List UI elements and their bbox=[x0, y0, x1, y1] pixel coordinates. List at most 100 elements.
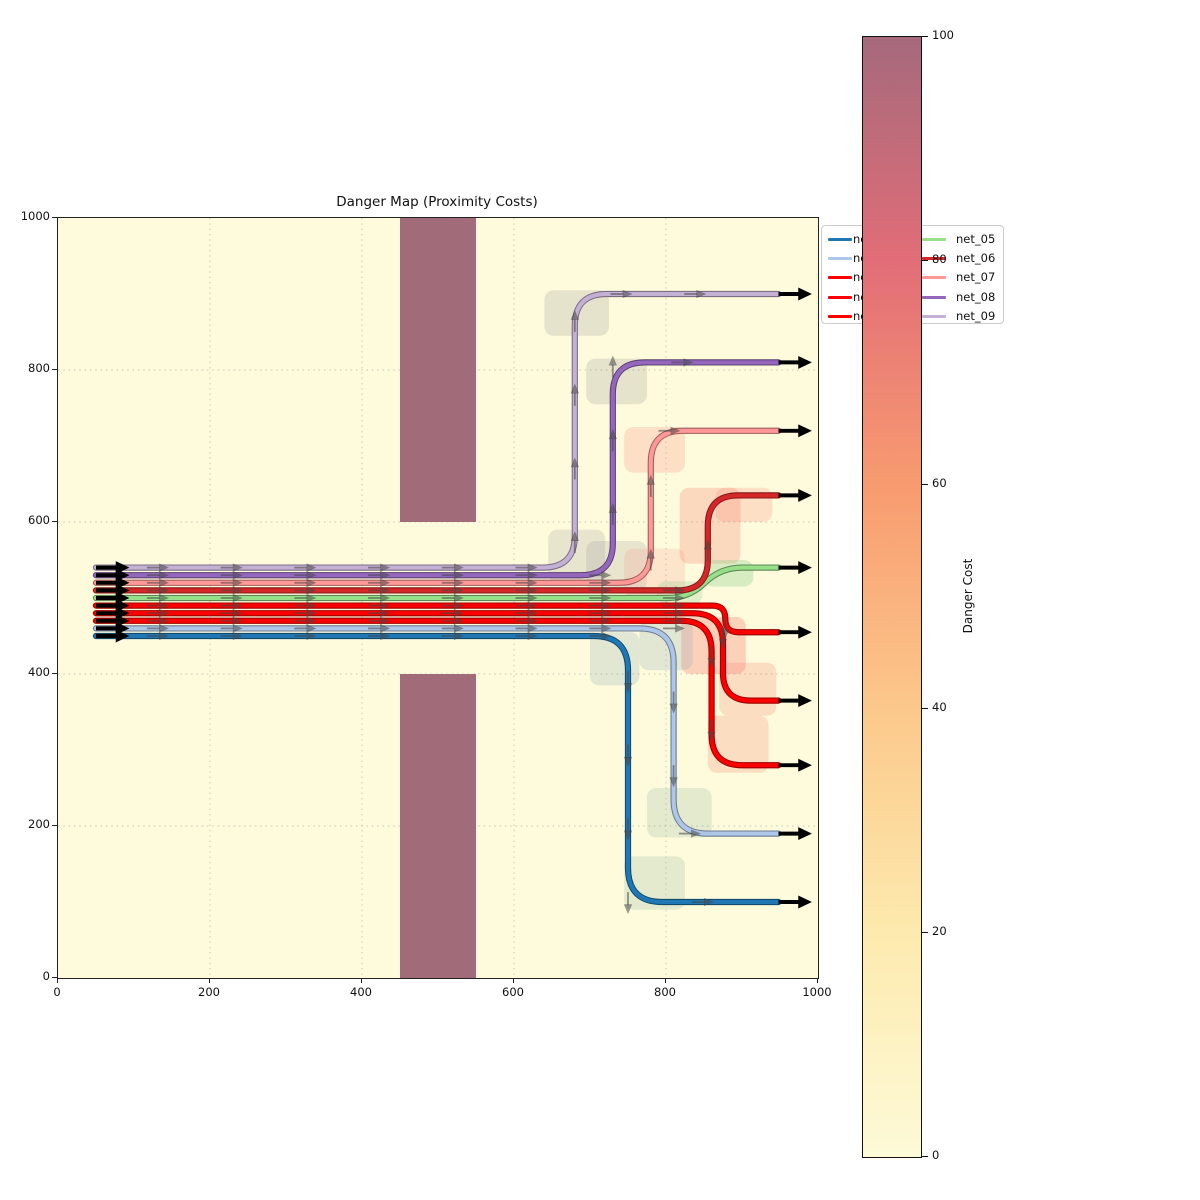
direction-marker-head bbox=[159, 609, 169, 618]
legend-swatch bbox=[828, 314, 852, 318]
colorbar-tick-mark bbox=[921, 36, 928, 37]
direction-marker-head bbox=[159, 578, 169, 587]
net-start-arrow bbox=[96, 568, 130, 582]
direction-marker-head bbox=[601, 586, 612, 595]
net-end-arrow bbox=[778, 561, 812, 575]
direction-marker-head bbox=[159, 624, 169, 633]
legend-swatch bbox=[922, 276, 946, 280]
direction-marker-head bbox=[453, 609, 464, 618]
net-path bbox=[93, 611, 781, 703]
x-tick-label: 600 bbox=[502, 985, 524, 999]
direction-marker-head bbox=[675, 586, 685, 595]
net-start-arrow bbox=[96, 591, 130, 605]
direction-marker-head bbox=[453, 578, 464, 587]
direction-marker-head bbox=[675, 624, 685, 633]
direction-marker-head bbox=[608, 355, 617, 366]
direction-marker-head bbox=[527, 571, 538, 580]
routing-map-svg bbox=[58, 218, 818, 978]
direction-marker-head bbox=[232, 601, 243, 610]
net-start-arrow bbox=[96, 599, 130, 613]
route-corridor-patch bbox=[624, 548, 685, 598]
x-tick-mark bbox=[665, 978, 666, 983]
colorbar-tick-label: 60 bbox=[932, 476, 947, 490]
y-tick-label: 400 bbox=[28, 665, 50, 679]
y-tick-label: 600 bbox=[28, 513, 50, 527]
legend-swatch bbox=[922, 295, 946, 299]
net-start-arrow bbox=[96, 561, 130, 575]
y-tick-mark bbox=[52, 217, 57, 218]
net-start-arrow bbox=[96, 576, 130, 590]
x-tick-mark bbox=[57, 978, 58, 983]
colorbar-tick-mark bbox=[921, 708, 928, 709]
direction-marker-head bbox=[380, 624, 391, 633]
y-tick-mark bbox=[52, 673, 57, 674]
direction-marker-head bbox=[527, 563, 538, 572]
plot-title: Danger Map (Proximity Costs) bbox=[336, 194, 538, 210]
direction-marker-head bbox=[601, 571, 612, 580]
legend-label: net_07 bbox=[956, 270, 996, 285]
net-start-arrow bbox=[96, 621, 130, 635]
direction-marker-head bbox=[306, 563, 317, 572]
net-end-arrow bbox=[778, 424, 812, 438]
direction-marker-head bbox=[380, 601, 391, 610]
colorbar-tick-label: 0 bbox=[932, 1148, 940, 1162]
direction-marker-head bbox=[622, 289, 633, 299]
x-tick-label: 800 bbox=[654, 985, 676, 999]
direction-marker-head bbox=[453, 571, 464, 580]
direction-marker-head bbox=[646, 474, 655, 485]
direction-marker-head bbox=[527, 601, 538, 610]
direction-marker-head bbox=[601, 616, 612, 625]
net-start-arrow bbox=[96, 606, 130, 620]
direction-marker-head bbox=[608, 503, 617, 513]
direction-marker-head bbox=[232, 563, 243, 572]
direction-marker-head bbox=[159, 563, 169, 572]
direction-marker-head bbox=[232, 616, 243, 625]
direction-marker-head bbox=[704, 897, 714, 907]
y-tick-mark bbox=[52, 521, 57, 522]
legend-label: net_09 bbox=[956, 308, 996, 323]
direction-marker-head bbox=[159, 616, 169, 625]
direction-marker-head bbox=[306, 601, 317, 610]
net-path bbox=[93, 633, 781, 905]
direction-marker-head bbox=[306, 578, 317, 587]
colorbar-tick-mark bbox=[921, 484, 928, 485]
obstacle-block bbox=[400, 674, 476, 978]
legend-swatch bbox=[922, 238, 946, 241]
y-tick-label: 800 bbox=[28, 361, 50, 375]
direction-marker-head bbox=[527, 578, 538, 587]
direction-marker-head bbox=[675, 601, 685, 610]
direction-marker-head bbox=[380, 586, 391, 595]
route-corridor-patch bbox=[647, 788, 712, 838]
direction-marker-head bbox=[675, 616, 685, 625]
direction-marker-head bbox=[601, 609, 612, 618]
y-tick-mark bbox=[52, 825, 57, 826]
direction-marker-head bbox=[159, 631, 169, 641]
direction-marker-head bbox=[159, 601, 169, 610]
direction-marker-head bbox=[380, 563, 391, 572]
direction-marker-head bbox=[683, 358, 694, 367]
route-corridor-patch bbox=[704, 560, 754, 587]
direction-marker-head bbox=[527, 616, 538, 625]
direction-marker-head bbox=[601, 578, 612, 587]
direction-marker-head bbox=[675, 609, 685, 618]
direction-marker-head bbox=[306, 571, 317, 580]
net-end-arrow bbox=[778, 758, 812, 772]
net-path bbox=[93, 618, 781, 768]
direction-marker-head bbox=[527, 593, 538, 603]
x-tick-mark bbox=[209, 978, 210, 983]
direction-marker-head bbox=[718, 639, 728, 649]
direction-marker-head bbox=[527, 609, 538, 618]
direction-marker-head bbox=[601, 601, 612, 610]
legend-swatch bbox=[922, 257, 946, 261]
colorbar-tick-label: 40 bbox=[932, 700, 947, 714]
legend-swatch bbox=[828, 238, 852, 241]
x-tick-mark bbox=[817, 978, 818, 983]
direction-marker-head bbox=[232, 609, 243, 618]
direction-marker-head bbox=[159, 586, 169, 595]
colorbar-tick-label: 80 bbox=[932, 252, 947, 266]
net-path bbox=[93, 428, 781, 585]
direction-marker-head bbox=[453, 601, 464, 610]
y-tick-label: 200 bbox=[28, 817, 50, 831]
legend-swatch bbox=[828, 295, 852, 299]
